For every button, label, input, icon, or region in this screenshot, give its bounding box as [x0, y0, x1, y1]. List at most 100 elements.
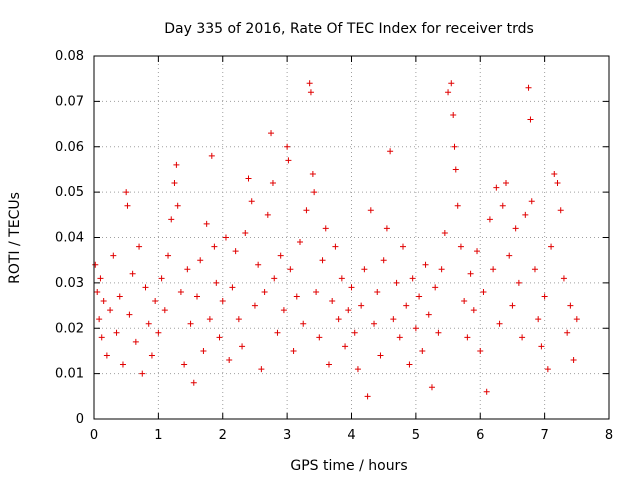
data-point [486, 216, 493, 223]
data-point [477, 347, 484, 354]
data-point [474, 248, 481, 255]
data-point [306, 80, 313, 87]
data-point [148, 352, 155, 359]
data-point [307, 89, 314, 96]
data-point [342, 343, 349, 350]
data-point [454, 202, 461, 209]
data-point [432, 284, 439, 291]
data-point [332, 243, 339, 250]
x-axis-ticks: 0 1 2 3 4 5 6 7 8 [90, 56, 613, 443]
data-point [467, 270, 474, 277]
data-point [103, 352, 110, 359]
data-point [512, 225, 519, 232]
data-point [338, 275, 345, 282]
data-point [435, 329, 442, 336]
data-point [564, 329, 571, 336]
data-point [139, 370, 146, 377]
data-point [441, 229, 448, 236]
data-point [287, 266, 294, 273]
data-point [235, 316, 242, 323]
data-point [570, 357, 577, 364]
y-tick-label: 0.04 [55, 231, 84, 246]
data-point [277, 252, 284, 259]
data-point [194, 293, 200, 300]
data-point [380, 257, 387, 264]
x-axis-label: GPS time / hours [290, 458, 407, 474]
data-point [124, 202, 131, 209]
data-point [319, 257, 326, 264]
x-tick-label: 8 [605, 428, 613, 443]
data-point [226, 357, 233, 364]
data-point [377, 352, 384, 359]
data-point [190, 379, 197, 386]
data-point [297, 239, 303, 246]
data-point [519, 334, 526, 341]
data-point [300, 320, 307, 327]
data-point [200, 347, 207, 354]
y-axis-ticks: 0 0.01 0.02 0.03 0.04 0.05 0.06 0.07 0.08 [55, 49, 609, 427]
data-point [509, 302, 516, 309]
data-point [496, 320, 503, 327]
data-point [428, 384, 435, 391]
data-point [531, 266, 538, 273]
data-point [422, 261, 429, 268]
data-point [457, 243, 464, 250]
data-point [271, 275, 278, 282]
data-point [107, 307, 114, 314]
data-point [168, 216, 175, 223]
data-point [452, 166, 459, 173]
x-tick-label: 4 [347, 428, 355, 443]
data-point [184, 266, 191, 273]
data-point [554, 180, 561, 187]
y-tick-label: 0.02 [55, 321, 84, 336]
data-point [522, 211, 529, 218]
data-point [251, 302, 258, 309]
data-point [161, 307, 168, 314]
data-point [506, 252, 513, 259]
data-point [528, 198, 535, 205]
data-point [100, 298, 107, 305]
y-tick-label: 0.05 [55, 185, 84, 200]
data-point [515, 279, 522, 286]
data-point [208, 152, 215, 159]
data-point [152, 298, 159, 305]
data-point [551, 170, 558, 177]
data-point [383, 225, 390, 232]
data-point [527, 116, 534, 123]
data-point [123, 189, 130, 196]
data-points [92, 80, 580, 400]
data-point [119, 361, 126, 368]
data-point [557, 207, 564, 214]
data-point [396, 334, 403, 341]
data-point [213, 279, 220, 286]
data-point [116, 293, 123, 300]
x-tick-label: 3 [283, 428, 291, 443]
data-point [211, 243, 218, 250]
data-point [177, 288, 184, 295]
y-tick-label: 0.08 [55, 49, 84, 64]
y-tick-label: 0 [76, 412, 84, 427]
data-point [255, 261, 262, 268]
data-point [232, 248, 239, 255]
data-point [325, 361, 332, 368]
data-point [113, 329, 120, 336]
data-point [173, 161, 180, 168]
data-point [416, 293, 423, 300]
data-point [400, 243, 406, 250]
data-point [242, 229, 249, 236]
data-point [145, 320, 152, 327]
data-point [203, 220, 210, 227]
data-point [216, 334, 223, 341]
data-point [132, 338, 139, 345]
data-point [451, 143, 458, 150]
y-tick-label: 0.03 [55, 276, 84, 291]
data-point [419, 347, 426, 354]
data-point [544, 366, 551, 373]
data-point [206, 316, 213, 323]
data-point [567, 302, 574, 309]
data-point [345, 307, 352, 314]
data-point [548, 243, 555, 250]
data-point [136, 243, 143, 250]
data-point [448, 80, 455, 87]
